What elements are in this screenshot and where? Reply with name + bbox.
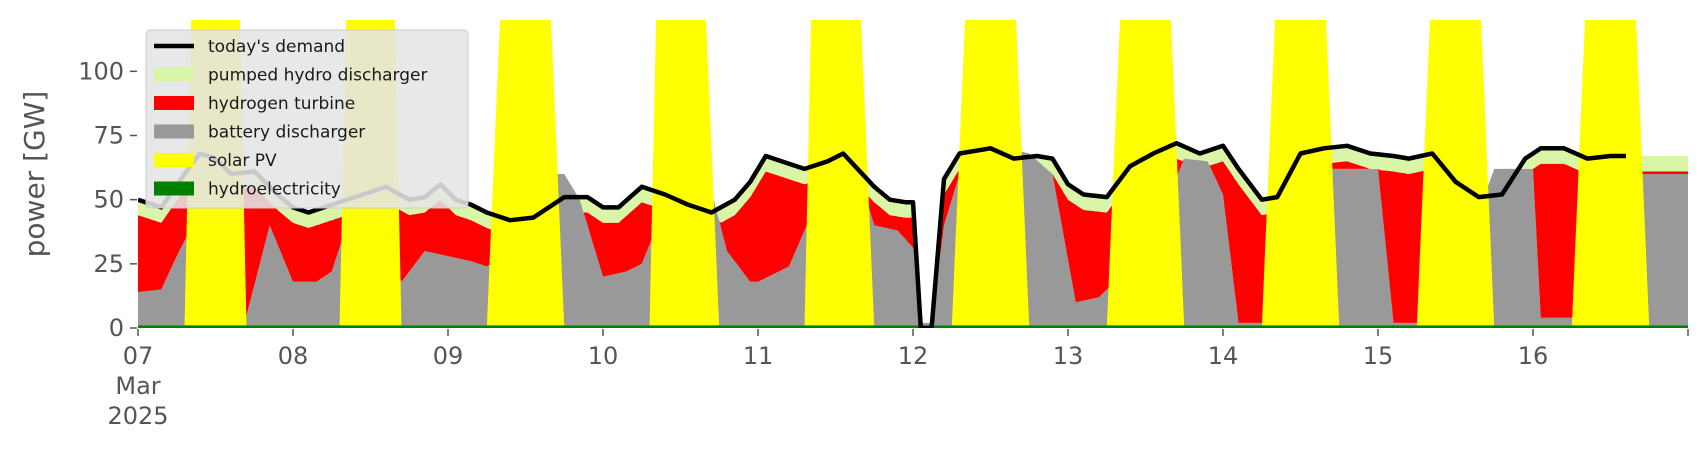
legend-swatch [154, 96, 194, 110]
hydroelectricity-area [138, 325, 1688, 328]
legend-label: hydroelectricity [208, 180, 341, 200]
legend-swatch [154, 181, 194, 196]
x-tick-label: 16 [1518, 342, 1549, 370]
x-tick-label: 15 [1363, 342, 1394, 370]
x-tick-label: 13 [1053, 342, 1084, 370]
legend-label: solar PV [208, 151, 277, 171]
y-tick-label: 25 [93, 250, 124, 278]
y-axis-label: power [GW] [18, 91, 51, 258]
x-tick-label: 07 [123, 342, 154, 370]
legend-label: hydrogen turbine [208, 94, 355, 114]
y-tick-label: 100 [78, 57, 124, 85]
axes: 0 25 50 75 100 power [GW] 07 08 09 10 11 12 13 14 15 16… [18, 57, 1689, 430]
y-tick-label: 50 [93, 186, 124, 214]
legend-label: today's demand [208, 37, 345, 57]
legend: today's demand pumped hydro discharger hyd… [145, 29, 469, 209]
y-tick-label: 0 [109, 314, 124, 342]
x-tick-label: 10 [588, 342, 619, 370]
x-tick-label: 12 [898, 342, 929, 370]
x-tick-label: 09 [433, 342, 464, 370]
solar-pv-area [138, 20, 1688, 328]
x-tick-sublabel: Mar [115, 372, 160, 400]
legend-swatch [154, 67, 194, 82]
legend-label: battery discharger [208, 123, 365, 143]
x-tick-label: 11 [743, 342, 774, 370]
pumped-hydro-area [138, 143, 1688, 323]
legend-swatch [154, 153, 194, 167]
x-tick-label: 08 [278, 342, 309, 370]
legend-box [145, 29, 469, 209]
x-tick-label: 14 [1208, 342, 1239, 370]
x-tick-sublabel: 2025 [107, 402, 168, 430]
legend-label: pumped hydro discharger [208, 66, 427, 86]
legend-swatch [154, 124, 194, 139]
y-tick-label: 75 [93, 122, 124, 150]
